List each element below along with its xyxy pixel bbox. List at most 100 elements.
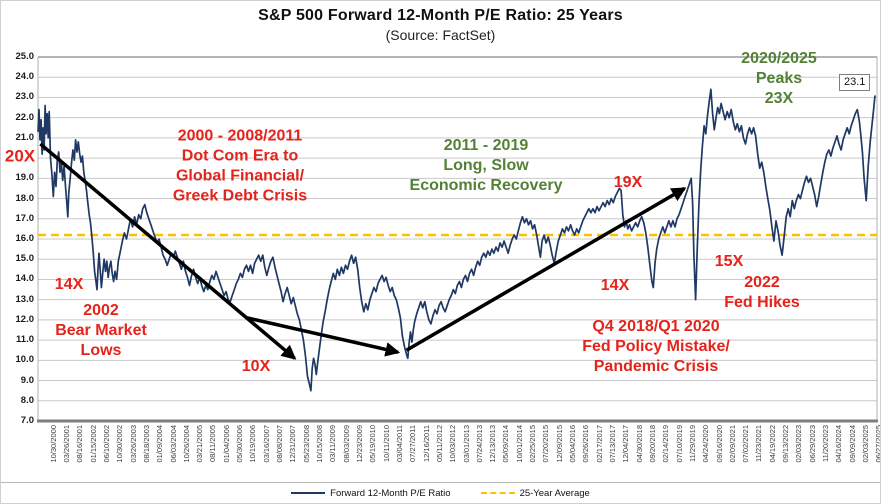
x-tick-label: 10/19/2006 <box>248 425 258 463</box>
forward-pe-line <box>37 88 876 392</box>
y-tick-label: 23.0 <box>15 91 35 103</box>
y-tick-label: 13.0 <box>15 293 35 305</box>
legend-item-average: 25-Year Average <box>480 487 590 499</box>
trend-arrow <box>39 142 297 360</box>
fed-mistake-label: Q4 2018/Q1 2020 Fed Policy Mistake/Pandem… <box>582 317 730 376</box>
x-tick-label: 02/09/2021 <box>727 425 737 463</box>
x-tick-label: 02/03/2025 <box>861 425 871 463</box>
x-tick-label: 07/13/2017 <box>607 425 617 463</box>
y-tick-label: 10.0 <box>15 354 35 366</box>
gridlines <box>37 56 878 423</box>
legend-label: Forward 12-Month P/E Ratio <box>330 487 451 499</box>
x-tick-label: 08/08/2007 <box>275 425 285 463</box>
x-tick-label: 11/23/2021 <box>754 425 764 462</box>
x-tick-label: 12/09/2015 <box>554 425 564 463</box>
x-tick-label: 04/19/2022 <box>767 425 777 463</box>
y-tick-label: 18.0 <box>15 192 35 204</box>
legend-label: 25-Year Average <box>519 487 590 499</box>
y-tick-label: 15.0 <box>15 253 35 265</box>
x-tick-label: 09/09/2024 <box>847 425 857 463</box>
legend-separator <box>1 482 880 483</box>
annotation-arrows <box>39 142 687 360</box>
x-tick-label: 05/19/2010 <box>368 425 378 463</box>
x-tick-label: 03/26/2003 <box>128 425 138 463</box>
y-tick-label: 9.0 <box>20 374 34 386</box>
x-tick-label: 09/16/2020 <box>714 425 724 463</box>
x-tick-label: 04/16/2024 <box>834 425 844 463</box>
x-tick-label: 08/16/2001 <box>75 425 85 463</box>
x-tick-label: 09/26/2016 <box>581 425 591 463</box>
x-tick-label: 03/21/2005 <box>195 425 205 463</box>
x-tick-label: 06/03/2004 <box>168 425 178 463</box>
x-tick-label: 12/04/2017 <box>621 425 631 463</box>
x-tick-label: 05/04/2016 <box>568 425 578 463</box>
pe-line-swatch <box>291 492 326 494</box>
x-tick-label: 03/11/2009 <box>328 425 338 462</box>
y-tick-label: 25.0 <box>15 51 35 62</box>
x-tick-label: 10/11/2010 <box>381 425 391 462</box>
y-tick-label: 8.0 <box>20 394 34 406</box>
x-tick-label: 07/02/2021 <box>741 425 751 463</box>
x-tick-label: 10/15/2008 <box>315 425 324 463</box>
chart-subtitle: (Source: FactSet) <box>385 27 496 43</box>
x-tick-label: 05/11/2012 <box>434 425 444 462</box>
x-tick-label: 09/20/2018 <box>647 425 657 463</box>
x-tick-label: 02/14/2019 <box>661 425 671 463</box>
trend-arrow <box>405 186 687 352</box>
x-tick-label: 12/13/2013 <box>488 425 498 463</box>
x-tick-label: 12/23/2009 <box>354 425 364 463</box>
x-tick-label: 07/24/2013 <box>474 425 484 463</box>
x-tick-label: 05/23/2008 <box>301 425 311 463</box>
hikes-15x-label: 15X <box>714 252 744 270</box>
fed-hikes-label: 2022 Fed Hikes <box>724 273 800 311</box>
x-tick-label: 08/03/2009 <box>341 425 351 463</box>
x-tick-label: 02/17/2017 <box>594 425 604 463</box>
x-tick-label: 04/24/2020 <box>701 425 711 463</box>
x-tick-label: 10/26/2004 <box>181 425 191 463</box>
y-tick-label: 12.0 <box>15 313 35 325</box>
trough-10x-label: 10X <box>241 357 271 375</box>
y-tick-label: 19.0 <box>15 172 35 184</box>
x-tick-label: 10/03/2012 <box>448 425 458 463</box>
legend: Forward 12-Month P/E Ratio 25-Year Avera… <box>1 485 880 501</box>
pe-end-value-label: 23.1 <box>838 74 871 92</box>
y-tick-label: 11.0 <box>16 334 34 346</box>
x-tick-label: 07/27/2011 <box>408 425 418 462</box>
trough-14x-label: 14X <box>600 276 630 294</box>
average-line-swatch <box>480 492 515 494</box>
y-tick-label: 24.0 <box>15 71 35 83</box>
x-tick-label: 02/03/2023 <box>794 425 804 463</box>
x-tick-label: 01/15/2002 <box>88 425 98 463</box>
peak-19x-label: 19X <box>613 173 643 191</box>
chart-title: S&P 500 Forward 12-Month P/E Ratio: 25 Y… <box>258 7 623 24</box>
x-tick-label: 03/04/2011 <box>394 425 404 462</box>
x-tick-label: 01/09/2004 <box>155 425 165 463</box>
x-tick-label: 07/10/2019 <box>674 425 684 463</box>
x-tick-label: 03/26/2001 <box>61 425 71 463</box>
x-tick-label: 12/31/2007 <box>288 425 298 463</box>
y-tick-label: 16.0 <box>15 233 35 244</box>
y-tick-label: 17.0 <box>15 212 35 224</box>
x-tick-label: 10/30/2000 <box>48 425 58 463</box>
bear-market-lows-label: 2002 Bear Market Lows <box>55 301 147 360</box>
x-tick-label: 12/16/2011 <box>421 425 431 462</box>
trend-arrow <box>246 316 401 357</box>
pe-ratio-line <box>37 88 876 392</box>
legend-item-pe-ratio: Forward 12-Month P/E Ratio <box>291 487 451 499</box>
x-tick-label: 05/09/2014 <box>501 425 511 463</box>
y-tick-label: 21.0 <box>15 131 35 143</box>
x-tick-label: 09/13/2022 <box>781 425 791 463</box>
x-tick-label: 11/29/2019 <box>687 425 697 462</box>
x-tick-label: 10/30/2002 <box>115 425 125 463</box>
x-tick-label: 07/20/2015 <box>541 425 551 463</box>
x-tick-label: 08/11/2005 <box>208 425 218 462</box>
x-tick-label: 11/20/2023 <box>821 425 831 462</box>
axis-20x-label: 20X <box>4 146 36 166</box>
x-tick-label: 06/10/2002 <box>101 425 111 463</box>
slow-recovery-label: 2011 - 2019 Long, Slow Economic Recovery <box>409 136 563 195</box>
x-tick-label: 06/29/2023 <box>807 425 817 463</box>
bear-14x-label: 14X <box>54 275 84 293</box>
y-tick-label: 7.0 <box>20 415 34 426</box>
